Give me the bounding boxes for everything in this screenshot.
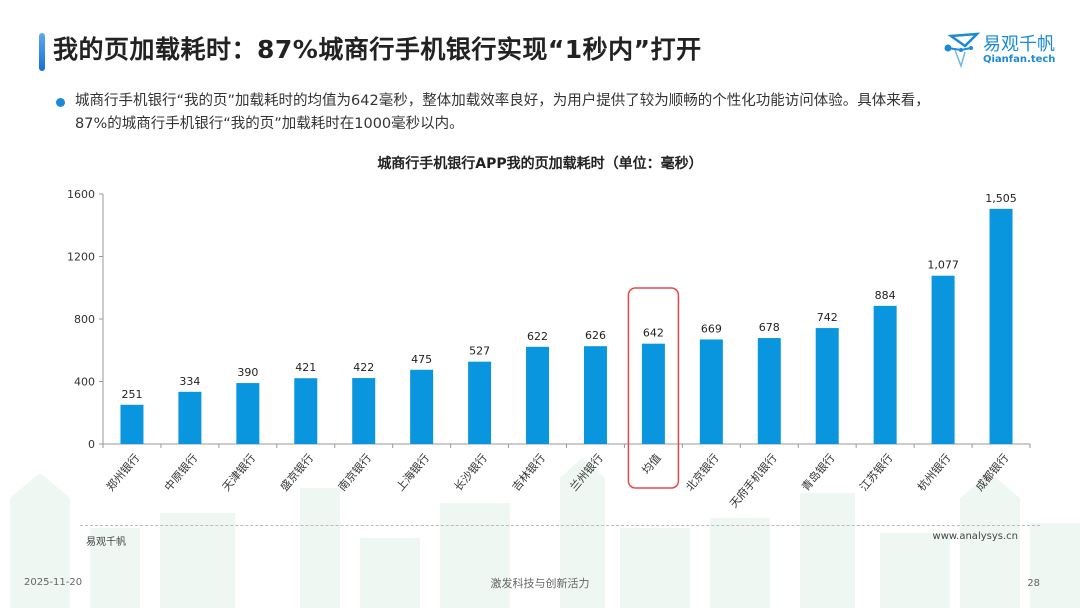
x-category-label: 兰州银行 xyxy=(567,451,606,494)
logo-name: 易观千帆 xyxy=(983,34,1055,55)
footer-divider xyxy=(80,525,1040,526)
bar xyxy=(873,305,897,444)
y-tick-label: 1200 xyxy=(67,251,95,264)
x-category-label: 盛京银行 xyxy=(277,451,316,494)
summary-line-2: 87%的城商行手机银行“我的页”加载耗时在1000毫秒以内。 xyxy=(75,116,464,132)
bar xyxy=(931,275,955,444)
bar-value-label: 390 xyxy=(237,366,258,379)
x-category-label: 上海银行 xyxy=(393,451,432,494)
bar-value-label: 642 xyxy=(643,327,664,340)
x-category-label: 成都银行 xyxy=(972,451,1011,494)
summary-line-1: 城商行手机银行“我的页”加载耗时的均值为642毫秒，整体加载效率良好，为用户提供… xyxy=(75,93,930,109)
footer-slogan: 激发科技与创新活力 xyxy=(490,577,590,590)
source-label: 易观千帆 xyxy=(86,537,126,548)
bar-value-label: 742 xyxy=(817,311,838,324)
x-category-label: 天津银行 xyxy=(219,451,258,494)
y-tick-label: 800 xyxy=(74,313,95,326)
bar-value-label: 475 xyxy=(411,353,432,366)
bar-value-label: 678 xyxy=(759,321,780,334)
y-tick-label: 0 xyxy=(88,438,95,451)
bar xyxy=(236,383,260,444)
x-category-label: 北京银行 xyxy=(683,451,722,494)
bar xyxy=(815,328,839,444)
source-url: www.analysys.cn xyxy=(932,531,1018,542)
bar xyxy=(583,346,607,444)
bar xyxy=(989,208,1013,444)
report-date: 2025-11-20 xyxy=(24,577,83,588)
bar-value-label: 884 xyxy=(875,289,896,302)
y-tick-label: 1600 xyxy=(67,188,95,201)
city-skyline-background xyxy=(10,458,1080,608)
x-category-label: 南京银行 xyxy=(335,451,374,494)
x-category-label: 长沙银行 xyxy=(451,451,490,494)
x-category-label: 杭州银行 xyxy=(914,451,953,494)
bar xyxy=(757,338,781,444)
highlight-box xyxy=(627,287,680,489)
bar xyxy=(526,346,550,444)
chart-title: 城商行手机银行APP我的页加载耗时（单位：毫秒） xyxy=(377,156,703,172)
bar-value-label: 334 xyxy=(179,375,200,388)
bar xyxy=(294,378,318,444)
bar xyxy=(352,378,376,444)
bar xyxy=(699,339,723,444)
bar-value-label: 626 xyxy=(585,329,606,342)
bar-value-label: 622 xyxy=(527,330,548,343)
bar-value-label: 527 xyxy=(469,345,490,358)
bar xyxy=(410,369,434,444)
bar xyxy=(468,361,492,444)
bar xyxy=(178,391,202,444)
x-category-label: 均值 xyxy=(640,452,664,477)
bar-value-label: 251 xyxy=(121,388,142,401)
bar-value-label: 421 xyxy=(295,361,316,374)
page-number: 28 xyxy=(1027,578,1040,589)
x-category-label: 吉林银行 xyxy=(509,451,548,494)
x-category-label: 天府手机银行 xyxy=(726,451,779,511)
bar xyxy=(120,404,144,444)
bar-value-label: 1,505 xyxy=(985,192,1017,205)
bar-value-label: 669 xyxy=(701,322,722,335)
summary-paragraph: 城商行手机银行“我的页”加载耗时的均值为642毫秒，整体加载效率良好，为用户提供… xyxy=(75,90,1035,136)
bar-value-label: 422 xyxy=(353,361,374,374)
page-title: 我的页加载耗时：87%城商行手机银行实现“1秒内”打开 xyxy=(53,35,702,64)
x-category-label: 青岛银行 xyxy=(799,451,838,494)
y-tick-label: 400 xyxy=(74,376,95,389)
title-accent-bar xyxy=(39,33,45,71)
x-category-label: 中原银行 xyxy=(161,451,200,494)
brand-logo: 易观千帆 Qianfan.tech xyxy=(943,28,1073,72)
logo-subtitle: Qianfan.tech xyxy=(983,54,1056,65)
x-category-label: 江苏银行 xyxy=(856,451,895,494)
sail-logo-icon xyxy=(944,32,981,68)
bar-value-label: 1,077 xyxy=(927,259,959,272)
bar xyxy=(641,343,665,444)
x-category-label: 郑州银行 xyxy=(103,451,142,494)
bullet-dot-icon xyxy=(56,98,65,107)
